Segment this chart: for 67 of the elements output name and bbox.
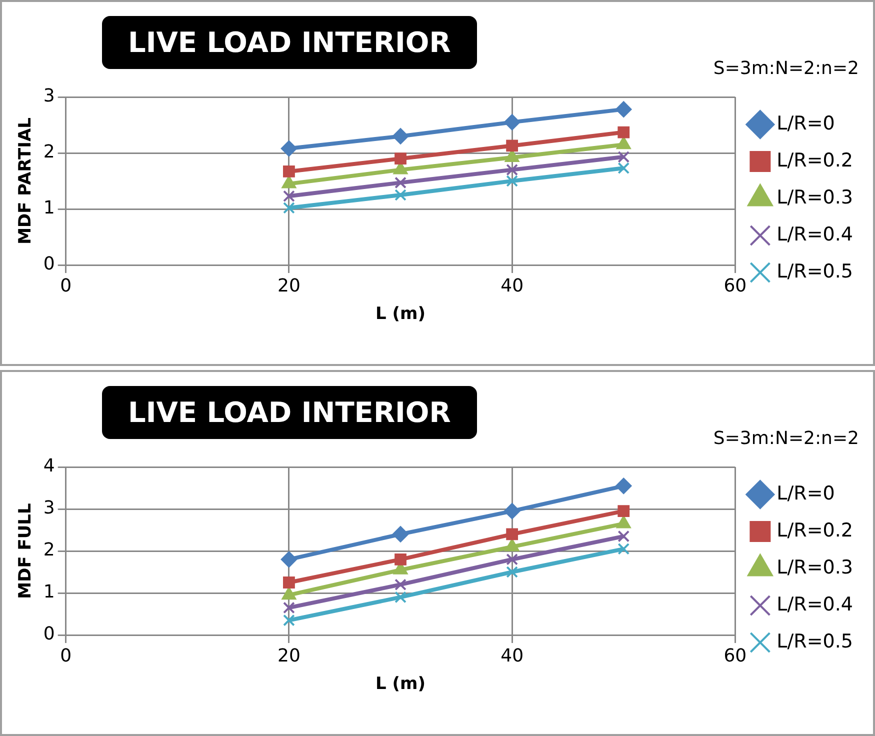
point [394,578,406,591]
point [616,478,632,494]
point [394,189,406,201]
point [616,101,632,118]
legend-label: L/R=0.5 [776,260,854,282]
point [392,128,409,144]
legend-label: L/R=0.4 [776,223,854,246]
y-tick-label: 0 [43,254,55,275]
x-tick-label: 40 [500,645,524,666]
point [283,576,295,588]
legend-label: L/R=0.4 [776,593,854,616]
legend-title: S=3m:N=2:n=2 [713,428,859,449]
x-tick-label: 20 [278,275,300,296]
x-axis-title: L (m) [376,674,426,694]
x-tick-label: 60 [724,645,747,666]
point [392,526,409,542]
y-axis-title: MDF FULL [16,503,36,599]
point [283,202,295,214]
legend-label: L/R=0 [776,482,835,504]
point [504,503,520,520]
legend-label: L/R=0.3 [776,186,854,208]
x-tick-label: 0 [60,645,72,666]
point [506,566,518,578]
y-tick-label: 0 [43,624,55,645]
point [394,553,406,566]
point [506,175,518,187]
y-tick-label: 3 [43,498,55,519]
point [283,614,295,626]
x-axis-title: L (m) [376,304,426,324]
point [618,542,630,555]
legend-label: L/R=0 [776,112,835,134]
point [283,602,295,614]
point [394,591,406,604]
legend-label: L/R=0.2 [776,519,854,542]
point [280,140,297,157]
legend-title: S=3m:N=2:n=2 [713,58,859,79]
y-axis-title: MDF PARTIAL [16,117,36,244]
point [504,114,520,130]
legend-label: L/R=0.5 [776,630,854,652]
y-tick-label: 1 [43,582,55,603]
point [394,176,406,189]
chart-title: LIVE LOAD INTERIOR [102,16,477,69]
legend-label: L/R=0.3 [776,556,854,578]
point [618,530,630,542]
x-tick-label: 60 [724,275,747,296]
x-tick-label: 40 [500,275,524,296]
point [618,126,630,138]
point [618,150,630,163]
point [394,152,406,165]
point [283,190,295,202]
x-tick-label: 0 [60,275,72,296]
point [506,164,518,176]
point [280,551,297,568]
point [618,162,630,174]
y-tick-label: 1 [43,198,55,219]
point [506,553,518,566]
point [506,528,518,540]
y-tick-label: 3 [43,86,55,107]
x-tick-label: 20 [278,645,300,666]
chart-title: LIVE LOAD INTERIOR [102,386,477,439]
y-tick-label: 2 [43,142,55,163]
y-tick-label: 2 [43,540,55,561]
point [618,505,630,518]
y-tick-label: 4 [43,456,55,477]
point [506,140,518,152]
legend-label: L/R=0.2 [776,149,854,172]
point [283,166,295,178]
